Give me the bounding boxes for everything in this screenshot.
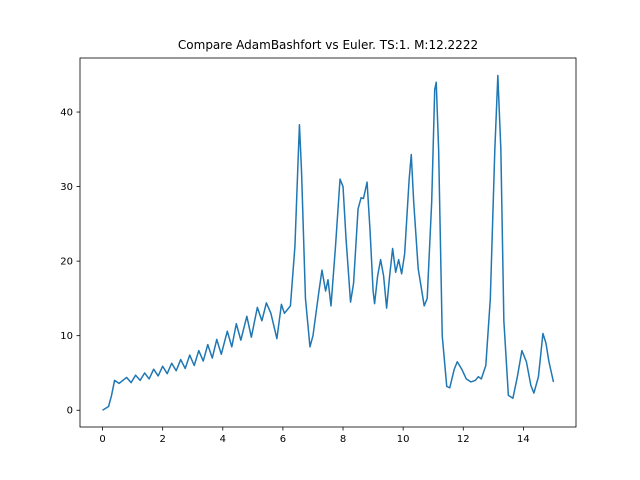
x-tick-label: 10 <box>397 434 410 445</box>
x-tick-label: 12 <box>457 434 470 445</box>
x-tick-label: 2 <box>159 434 165 445</box>
plot-frame <box>79 57 577 428</box>
x-tick-label: 14 <box>517 434 530 445</box>
y-tick-label: 10 <box>60 331 73 342</box>
y-tick-label: 30 <box>60 182 73 193</box>
y-tick-label: 40 <box>60 108 73 119</box>
y-tick-label: 20 <box>60 257 73 268</box>
x-tick-label: 8 <box>340 434 346 445</box>
x-tick-label: 6 <box>280 434 286 445</box>
y-tick-label: 0 <box>67 406 73 417</box>
x-tick-label: 0 <box>99 434 105 445</box>
x-tick-label: 4 <box>220 434 226 445</box>
chart-title: Compare AdamBashfort vs Euler. TS:1. M:1… <box>178 38 478 52</box>
data-line <box>102 74 555 411</box>
